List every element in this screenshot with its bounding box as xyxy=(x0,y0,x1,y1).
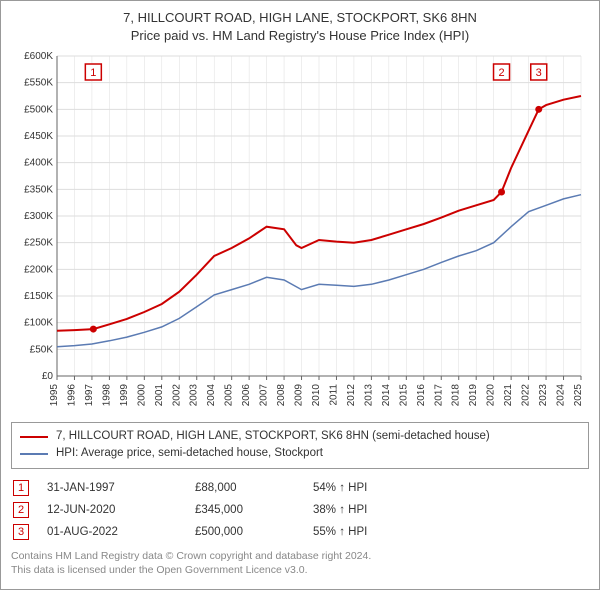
svg-text:£400K: £400K xyxy=(24,158,53,169)
svg-text:2005: 2005 xyxy=(224,384,235,407)
svg-text:2007: 2007 xyxy=(259,384,270,407)
svg-text:2006: 2006 xyxy=(241,384,252,407)
svg-text:2020: 2020 xyxy=(486,384,497,407)
svg-text:£450K: £450K xyxy=(24,131,53,142)
svg-text:1999: 1999 xyxy=(119,384,130,407)
transaction-row: 3 01-AUG-2022 £500,000 55% ↑ HPI xyxy=(11,521,589,543)
svg-text:1997: 1997 xyxy=(84,384,95,407)
svg-text:£200K: £200K xyxy=(24,264,53,275)
svg-text:£550K: £550K xyxy=(24,78,53,89)
svg-text:2000: 2000 xyxy=(136,384,147,407)
legend-label-property: 7, HILLCOURT ROAD, HIGH LANE, STOCKPORT,… xyxy=(56,428,490,445)
svg-text:£300K: £300K xyxy=(24,211,53,222)
title-line-1: 7, HILLCOURT ROAD, HIGH LANE, STOCKPORT,… xyxy=(11,9,589,27)
svg-text:2017: 2017 xyxy=(433,384,444,407)
svg-text:2012: 2012 xyxy=(346,384,357,407)
svg-text:2009: 2009 xyxy=(294,384,305,407)
svg-text:2011: 2011 xyxy=(328,384,339,406)
svg-text:1: 1 xyxy=(90,67,96,79)
footer-attribution: Contains HM Land Registry data © Crown c… xyxy=(11,549,589,577)
footer-line-2: This data is licensed under the Open Gov… xyxy=(11,563,589,577)
svg-text:£150K: £150K xyxy=(24,291,53,302)
svg-text:2018: 2018 xyxy=(451,384,462,407)
line-chart-svg: £0 £50K £100K £150K £200K £250K £300K £350K £400… xyxy=(11,50,589,420)
transactions-table: 1 31-JAN-1997 £88,000 54% ↑ HPI 2 12-JUN… xyxy=(11,477,589,543)
legend-row-property: 7, HILLCOURT ROAD, HIGH LANE, STOCKPORT,… xyxy=(20,428,580,445)
legend-swatch-property xyxy=(20,436,48,438)
svg-text:2010: 2010 xyxy=(311,384,322,407)
svg-text:2025: 2025 xyxy=(573,384,584,407)
svg-text:3: 3 xyxy=(536,67,542,79)
svg-text:1995: 1995 xyxy=(49,384,60,407)
svg-text:2001: 2001 xyxy=(154,384,165,407)
transaction-row: 1 31-JAN-1997 £88,000 54% ↑ HPI xyxy=(11,477,589,499)
svg-text:2003: 2003 xyxy=(189,384,200,407)
svg-text:2023: 2023 xyxy=(538,384,549,407)
svg-text:£600K: £600K xyxy=(24,51,53,62)
svg-text:1996: 1996 xyxy=(66,384,77,407)
chart-area: £0 £50K £100K £150K £200K £250K £300K £350K £400… xyxy=(11,50,589,420)
svg-text:2016: 2016 xyxy=(416,384,427,407)
title-line-2: Price paid vs. HM Land Registry's House … xyxy=(11,27,589,45)
transaction-diff: 55% ↑ HPI xyxy=(313,526,367,538)
svg-text:2002: 2002 xyxy=(171,384,182,407)
legend: 7, HILLCOURT ROAD, HIGH LANE, STOCKPORT,… xyxy=(11,422,589,469)
svg-text:£250K: £250K xyxy=(24,238,53,249)
chart-container: 7, HILLCOURT ROAD, HIGH LANE, STOCKPORT,… xyxy=(0,0,600,590)
svg-text:1998: 1998 xyxy=(101,384,112,407)
marker-badge-3: 3 xyxy=(13,524,29,540)
transaction-date: 01-AUG-2022 xyxy=(47,526,177,538)
svg-text:£0: £0 xyxy=(42,371,54,382)
svg-text:2004: 2004 xyxy=(206,384,217,407)
legend-row-hpi: HPI: Average price, semi-detached house,… xyxy=(20,445,580,462)
transaction-diff: 54% ↑ HPI xyxy=(313,482,367,494)
transaction-date: 31-JAN-1997 xyxy=(47,482,177,494)
svg-text:2022: 2022 xyxy=(521,384,532,407)
marker-badge-1: 1 xyxy=(13,480,29,496)
transaction-price: £500,000 xyxy=(195,526,295,538)
transaction-price: £345,000 xyxy=(195,504,295,516)
svg-text:2021: 2021 xyxy=(503,384,514,407)
legend-swatch-hpi xyxy=(20,453,48,455)
svg-text:2015: 2015 xyxy=(398,384,409,407)
svg-text:2019: 2019 xyxy=(468,384,479,407)
chart-title: 7, HILLCOURT ROAD, HIGH LANE, STOCKPORT,… xyxy=(11,9,589,44)
transaction-diff: 38% ↑ HPI xyxy=(313,504,367,516)
transaction-date: 12-JUN-2020 xyxy=(47,504,177,516)
svg-text:£500K: £500K xyxy=(24,104,53,115)
svg-text:£100K: £100K xyxy=(24,318,53,329)
svg-text:£350K: £350K xyxy=(24,184,53,195)
transaction-price: £88,000 xyxy=(195,482,295,494)
svg-text:2013: 2013 xyxy=(363,384,374,407)
marker-badge-2: 2 xyxy=(13,502,29,518)
transaction-row: 2 12-JUN-2020 £345,000 38% ↑ HPI xyxy=(11,499,589,521)
svg-text:2008: 2008 xyxy=(276,384,287,407)
svg-text:£50K: £50K xyxy=(30,344,54,355)
svg-text:2: 2 xyxy=(498,67,504,79)
footer-line-1: Contains HM Land Registry data © Crown c… xyxy=(11,549,589,563)
svg-text:2024: 2024 xyxy=(556,384,567,407)
legend-label-hpi: HPI: Average price, semi-detached house,… xyxy=(56,445,323,462)
svg-text:2014: 2014 xyxy=(381,384,392,407)
